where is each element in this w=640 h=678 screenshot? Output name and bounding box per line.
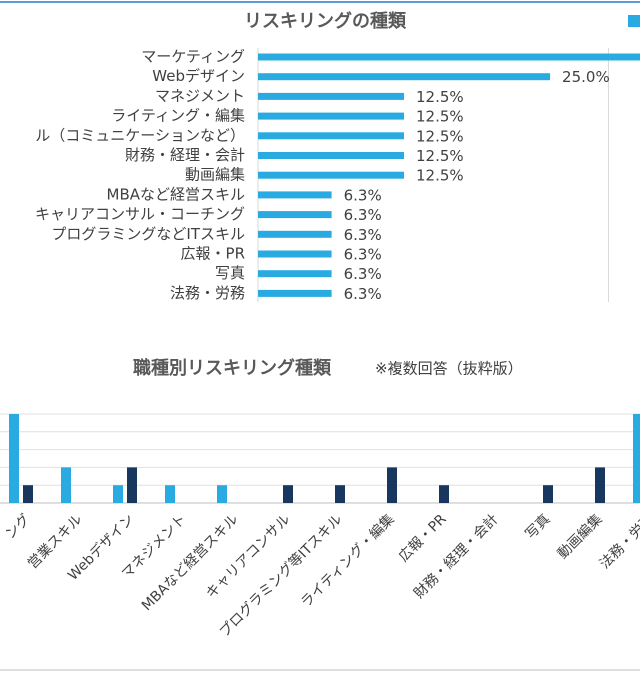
chart-title: 職種別リスキリング種類 [133, 357, 332, 379]
value-label: 12.5% [416, 108, 464, 126]
chart-subtitle: ※複数回答（抜粋版） [375, 360, 523, 378]
category-label: 写真 [215, 264, 245, 282]
bar [633, 414, 640, 503]
x-tick-label: ング [3, 511, 34, 542]
category-label: ル（コミュニケーションなど） [35, 126, 245, 144]
value-label: 6.3% [344, 186, 382, 204]
bar [439, 485, 449, 503]
x-tick-label: 写真 [523, 511, 554, 542]
value-label: 6.3% [344, 226, 382, 244]
bar [543, 485, 553, 503]
bar [258, 73, 551, 81]
bar [258, 132, 405, 140]
x-tick-label: 動画編集 [554, 511, 606, 563]
bar [217, 485, 227, 503]
value-label: 6.3% [344, 206, 382, 224]
chart-title: リスキリングの種類 [244, 10, 407, 32]
bar [258, 211, 332, 219]
category-label: キャリアコンサル・コーチング [35, 205, 245, 223]
x-tick-label: 広報・PR [396, 511, 450, 565]
value-label: 12.5% [416, 167, 464, 185]
category-label: 動画編集 [185, 166, 245, 184]
x-tick-label: MBAなど経営スキル [139, 511, 242, 614]
category-label: プログラミングなどITスキル [51, 225, 245, 243]
bar [595, 467, 605, 503]
value-label: 12.5% [416, 147, 464, 165]
bar [165, 485, 175, 503]
value-label: 6.3% [344, 265, 382, 283]
category-label: マネジメント [155, 87, 245, 105]
bar [258, 171, 405, 179]
value-label: 6.3% [344, 285, 382, 303]
bar [127, 467, 137, 503]
bar [258, 270, 332, 278]
value-label: 12.5% [416, 88, 464, 106]
bar [9, 414, 19, 503]
icon [628, 15, 640, 27]
bar [387, 467, 397, 503]
bar [283, 485, 293, 503]
bar [258, 250, 332, 258]
category-label: マーケティング [141, 48, 245, 66]
value-label: 6.3% [344, 246, 382, 264]
value-label: 25.0% [562, 68, 610, 86]
bar [258, 191, 332, 199]
bar [335, 485, 345, 503]
category-label: Webデザイン [152, 67, 245, 85]
bar [61, 467, 71, 503]
bar [258, 152, 405, 159]
bar [23, 485, 33, 503]
bar [258, 112, 405, 120]
category-label: 法務・労務 [170, 284, 245, 302]
bar [258, 289, 332, 297]
bar [113, 485, 123, 503]
category-label: 財務・経理・会計 [125, 146, 245, 164]
bar [258, 92, 405, 100]
value-label: 12.5% [416, 127, 464, 145]
bar [258, 230, 332, 238]
category-label: 広報・PR [181, 245, 245, 263]
category-label: MBAなど経営スキル [107, 185, 246, 203]
bar [258, 53, 640, 61]
category-label: ライティング・編集 [111, 107, 245, 125]
x-tick-label: ライティング・編集 [297, 511, 397, 611]
